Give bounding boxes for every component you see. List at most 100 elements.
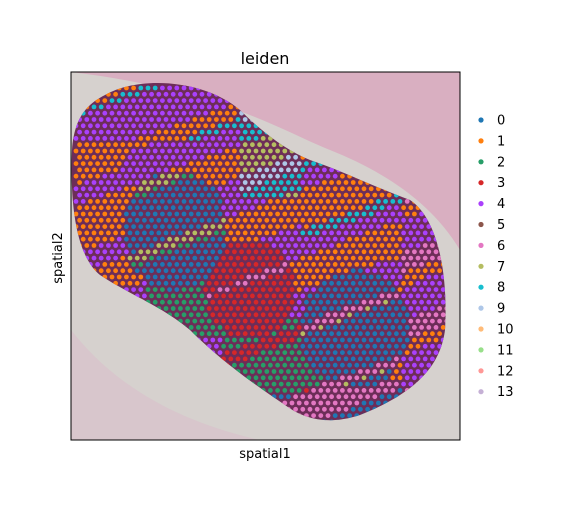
spot (178, 306, 183, 311)
spot (350, 205, 356, 211)
spot (239, 350, 245, 355)
spot (203, 173, 209, 179)
spot (271, 142, 277, 148)
spot (286, 331, 291, 337)
spot (314, 343, 320, 349)
spot (286, 343, 291, 349)
spot (372, 280, 378, 286)
spot (196, 299, 201, 305)
spot (426, 249, 432, 255)
legend-marker-12 (478, 368, 484, 374)
spot (304, 249, 309, 255)
spot (300, 306, 306, 311)
spot (170, 293, 176, 299)
spot (246, 161, 252, 167)
spot (260, 325, 266, 330)
spot (224, 161, 230, 167)
spot (433, 249, 439, 255)
spot (116, 161, 122, 167)
spot (178, 230, 183, 236)
spot (275, 148, 280, 154)
spot (318, 362, 324, 368)
spot (372, 293, 378, 299)
spot (386, 243, 392, 248)
spot (293, 230, 298, 236)
spot (124, 224, 129, 230)
spot (149, 268, 155, 274)
spot (145, 98, 151, 103)
spot (325, 173, 331, 179)
spot (210, 123, 216, 129)
spot (253, 337, 259, 343)
spot (354, 299, 360, 305)
spot (214, 117, 219, 122)
spot (185, 205, 191, 211)
spot (91, 129, 97, 135)
spot (397, 287, 403, 292)
spot (271, 205, 277, 211)
spot (134, 167, 140, 173)
spot (221, 343, 227, 349)
spot (300, 394, 306, 400)
spot (304, 262, 309, 267)
spot (246, 262, 252, 267)
spot (379, 230, 385, 236)
chart-title: leiden (241, 49, 290, 68)
spot (178, 280, 183, 286)
spot (246, 123, 252, 129)
spot (95, 110, 100, 116)
spot (174, 136, 180, 141)
spot (307, 331, 313, 337)
spot (293, 381, 298, 387)
spot (314, 318, 320, 324)
spot (174, 123, 180, 129)
spot (174, 110, 180, 116)
spot (170, 154, 176, 160)
spot (88, 199, 93, 204)
spot (142, 217, 147, 223)
spot (379, 243, 385, 248)
spot (433, 274, 439, 280)
spot (192, 230, 198, 236)
spot (376, 236, 381, 242)
spot (365, 356, 370, 362)
spot (415, 356, 421, 362)
spot (257, 230, 262, 236)
spot (275, 211, 280, 217)
spot (214, 180, 219, 185)
spot (433, 325, 439, 330)
spot (397, 299, 403, 305)
spot (185, 129, 191, 135)
spot (365, 343, 370, 349)
spot (379, 331, 385, 337)
spot (214, 154, 219, 160)
spot (84, 117, 90, 122)
spot (260, 173, 266, 179)
spot (332, 199, 338, 204)
spot (379, 394, 385, 400)
spot (124, 199, 129, 204)
spot (127, 255, 133, 261)
spot (336, 293, 342, 299)
spot (307, 306, 313, 311)
spot (98, 104, 104, 110)
spot (102, 211, 108, 217)
spot (80, 136, 86, 141)
spot (152, 85, 158, 91)
spot (365, 255, 370, 261)
spot (304, 350, 309, 355)
spot (113, 117, 118, 122)
spot (142, 91, 147, 97)
spot (152, 249, 158, 255)
spot (271, 356, 277, 362)
spot (239, 136, 245, 141)
spot (307, 394, 313, 400)
spot (329, 192, 334, 198)
spot (131, 85, 137, 91)
spot (390, 224, 396, 230)
spot (156, 129, 162, 135)
spot (80, 211, 86, 217)
spot (379, 369, 385, 374)
spot (293, 217, 298, 223)
